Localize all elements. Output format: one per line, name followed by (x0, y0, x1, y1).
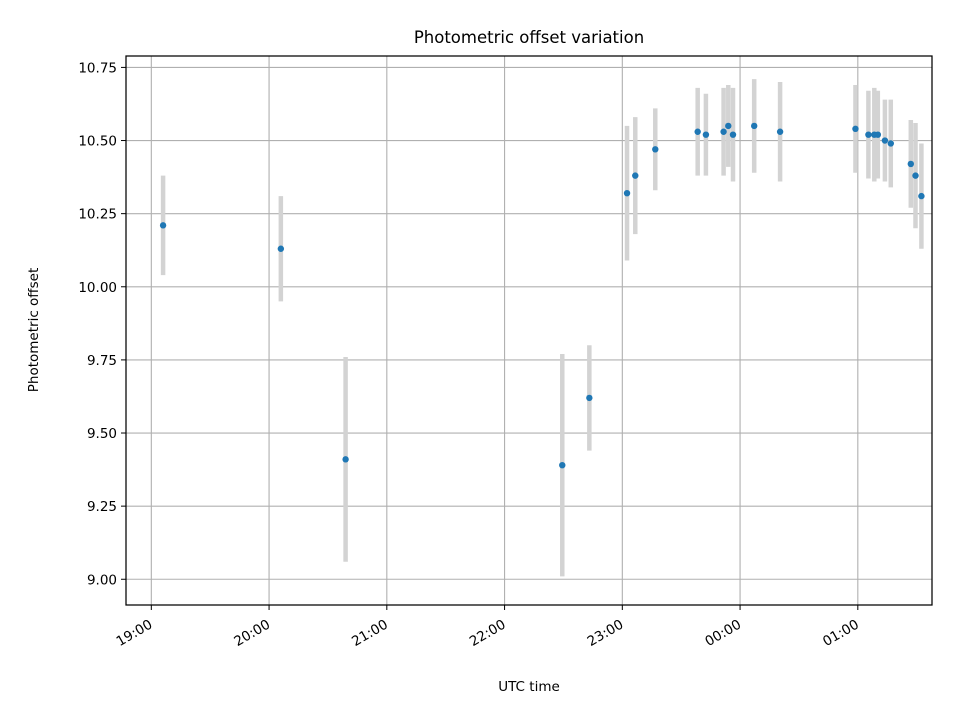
x-tick-label: 21:00 (349, 617, 391, 650)
y-tick-label: 9.75 (87, 353, 117, 369)
data-point (632, 172, 639, 179)
data-point (702, 131, 710, 138)
y-tick-label: 10.25 (78, 207, 117, 223)
axis-ticks: 19:00 20:00 21:00 22:00 23:00 00:00 01:00 9.00 9… (78, 60, 861, 650)
data-point (623, 189, 631, 197)
data-point (776, 128, 784, 135)
data-point (874, 131, 882, 138)
data-point (720, 128, 727, 135)
data-point (342, 456, 349, 463)
x-tick-label: 23:00 (585, 617, 627, 650)
error-bars (160, 79, 924, 577)
data-point (865, 131, 872, 138)
data-point (159, 222, 167, 229)
x-tick-label: 22:00 (467, 617, 509, 650)
data-point (918, 192, 925, 200)
data-point (750, 122, 758, 130)
data-point (694, 128, 701, 135)
chart-title: Photometric offset variation (414, 28, 644, 47)
x-tick-label: 19:00 (114, 617, 156, 650)
y-tick-label: 10.75 (78, 60, 117, 76)
plot-area-frame (125, 55, 933, 606)
x-axis-label: UTC time (498, 679, 560, 695)
x-tick-label: 20:00 (231, 617, 273, 650)
y-tick-label: 9.25 (87, 499, 117, 515)
data-point (887, 140, 894, 147)
data-point (907, 160, 915, 168)
data-point (586, 394, 593, 402)
y-tick-label: 10.00 (78, 280, 117, 296)
x-tick-label: 01:00 (820, 617, 862, 650)
data-point (912, 172, 919, 179)
data-point (725, 122, 732, 130)
x-tick-label: 00:00 (702, 617, 744, 650)
y-tick-label: 9.00 (87, 572, 117, 588)
y-tick-label: 10.50 (78, 134, 117, 150)
data-point (277, 245, 285, 252)
grid (126, 56, 932, 605)
data-point (559, 461, 566, 469)
data-point (652, 146, 659, 153)
data-point (881, 137, 889, 144)
y-tick-label: 9.50 (87, 426, 117, 442)
y-axis-label: Photometric offset (26, 268, 42, 392)
data-point (729, 131, 737, 138)
data-points (159, 122, 925, 469)
data-point (852, 125, 859, 133)
